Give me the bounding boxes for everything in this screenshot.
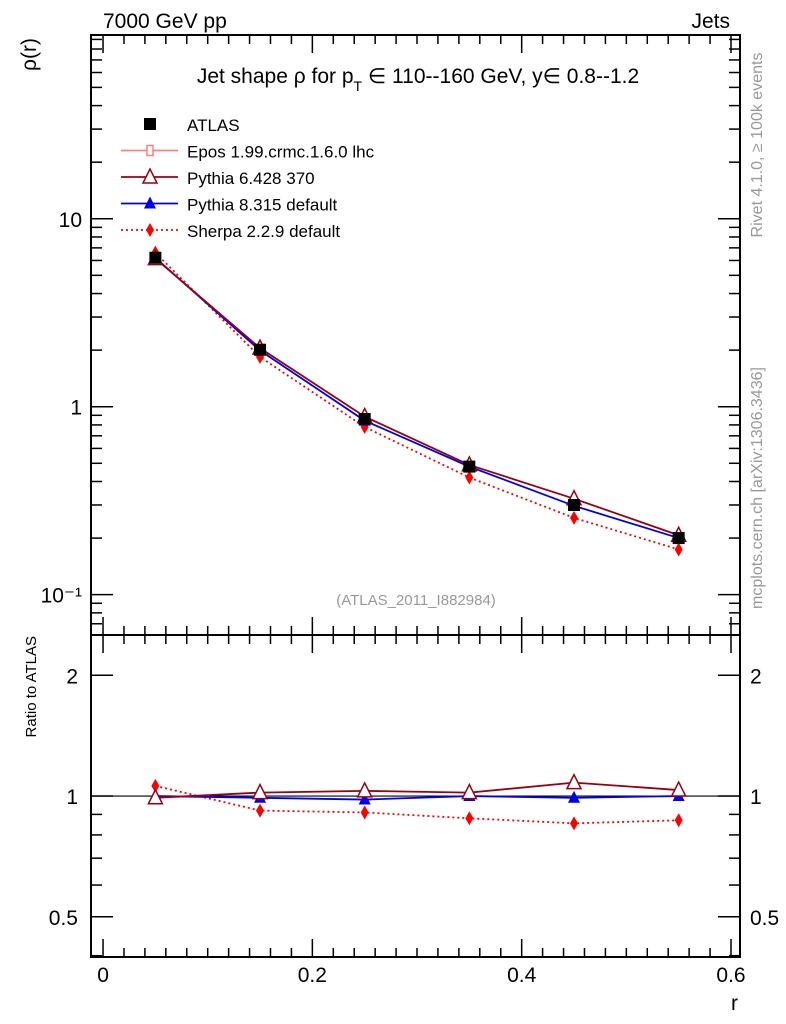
legend-marker [146,144,154,157]
legend-marker [144,118,156,130]
ratio-point [151,778,160,793]
y-tick-label: 10⁻¹ [41,585,82,608]
data-point [570,510,579,525]
ratio-y-tick-label-right: 0.5 [750,907,779,930]
ratio-point [356,781,373,798]
series-line [154,257,679,539]
ratio-point [674,813,683,828]
legend-entry: Epos 1.99.crmc.1.6.0 lhc [121,143,375,162]
ratio-point [568,790,581,803]
series-line [154,252,679,551]
data-point [254,343,267,356]
ratio-point [565,772,583,790]
legend-marker [146,223,154,237]
legend-marker [141,167,159,184]
side-text-rivet: Rivet 4.1.0, ≥ 100k events [749,53,766,238]
header-right: Jets [691,10,730,33]
ratio-point [670,780,687,797]
y-tick-label: 10 [59,209,82,232]
ratio-line [155,795,679,801]
ratio-line [155,781,679,799]
ratio-y-axis-label: Ratio to ATLAS [23,636,40,737]
ratio-point [465,811,474,826]
y-axis-label: ρ(r) [18,38,41,71]
title-part: ∈ 110--160 GeV, y∈ 0.8--1.2 [362,65,639,88]
legend-entry: ATLAS [144,116,240,135]
watermark: (ATLAS_2011_I882984) [336,592,496,609]
data-point [568,498,581,511]
x-tick-label: 0 [97,964,109,987]
series-pythia [147,248,687,805]
side-text-mcplots: mcplots.cern.ch [arXiv:1306.3436] [749,367,766,609]
series-atlas [149,251,685,545]
x-axis-label: r [731,992,738,1015]
data-point [465,470,474,485]
data-point [463,460,476,473]
legend-entry: Sherpa 2.2.9 default [121,222,340,241]
x-tick-label: 0.6 [716,964,745,987]
title-subscript: T [354,78,363,94]
legend-label: Pythia 6.428 370 [187,169,315,188]
data-point [672,532,685,545]
x-tick-label: 0.2 [298,964,327,987]
ratio-point [358,792,371,805]
series-pythia [149,250,685,805]
ratio-point [360,805,369,820]
ratio-point [256,803,265,818]
data-point [674,542,683,557]
ratio-y-tick-label-right: 2 [750,665,762,688]
legend-marker [144,196,156,209]
legend-label: ATLAS [187,116,240,135]
legend-entry: Pythia 8.315 default [121,196,338,215]
ratio-point [570,816,579,831]
series-line [154,257,679,537]
legend-label: Pythia 8.315 default [187,196,338,215]
ratio-y-tick-label: 1 [66,786,78,809]
header-left: 7000 GeV pp [103,10,227,33]
y-tick-label: 1 [70,397,82,420]
chart-title: Jet shape ρ for pT ∈ 110--160 GeV, y∈ 0.… [197,65,639,94]
ratio-point [251,782,269,800]
ratio-point [461,782,478,800]
legend-entry: Pythia 6.428 370 [121,167,315,188]
ratio-y-tick-label: 0.5 [49,907,78,930]
data-point [358,413,371,426]
ratio-y-tick-label: 2 [66,665,78,688]
title-part: Jet shape ρ for p [197,65,354,88]
series-sherpa [151,245,683,831]
legend-label: Epos 1.99.crmc.1.6.0 lhc [187,143,375,162]
ratio-y-tick-label-right: 1 [750,786,762,809]
x-tick-label: 0.4 [507,964,537,987]
ratio-point [147,788,164,805]
data-point [149,251,162,264]
legend-label: Sherpa 2.2.9 default [187,222,340,241]
